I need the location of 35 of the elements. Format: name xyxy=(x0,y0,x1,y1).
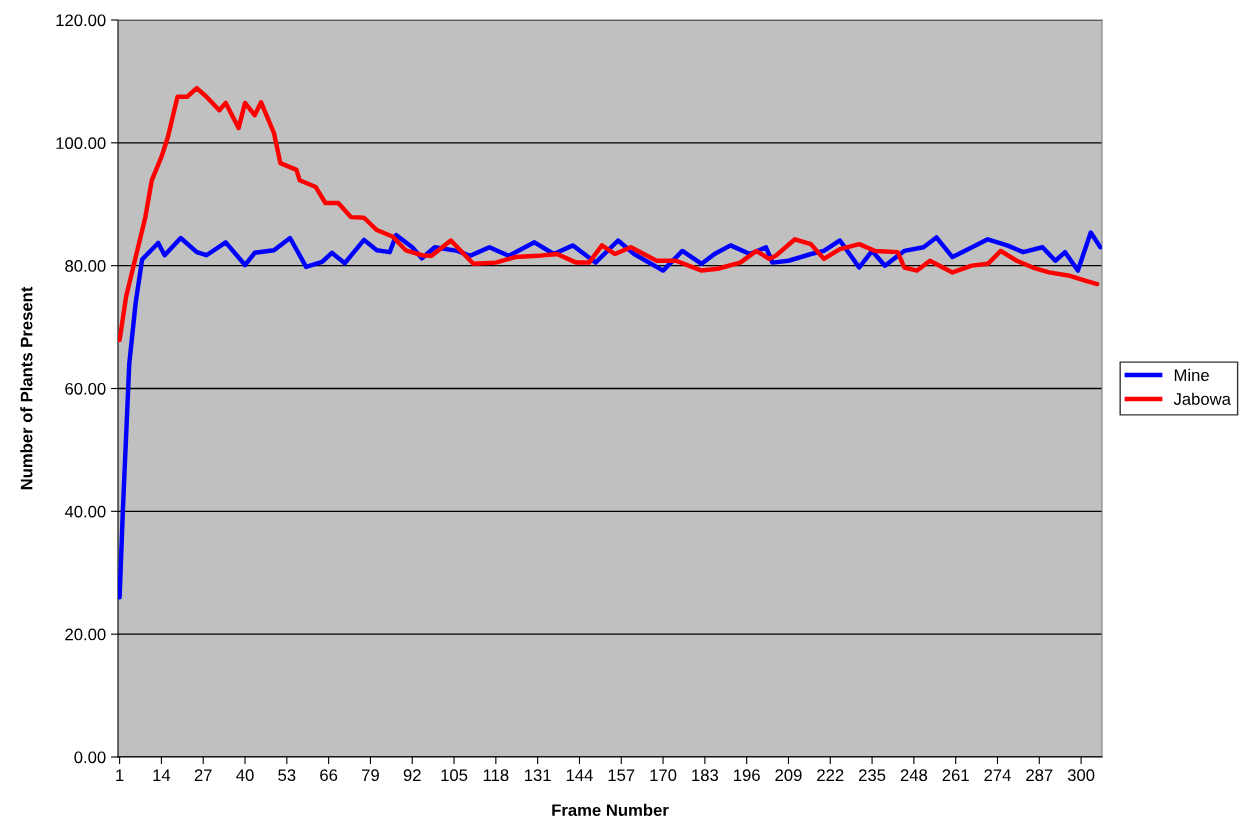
y-tick-label: 80.00 xyxy=(65,260,106,272)
x-tick-label: 79 xyxy=(362,769,379,782)
y-axis-title: Number of Plants Present xyxy=(20,286,33,490)
x-tick-label: 196 xyxy=(734,769,760,782)
x-tick-label: 261 xyxy=(942,769,969,782)
x-tick-label: 92 xyxy=(403,769,421,782)
x-tick-label: 300 xyxy=(1067,769,1095,782)
x-tick-label: 248 xyxy=(900,769,928,782)
legend-label: Jabowa xyxy=(1173,392,1231,405)
x-tick-label: 66 xyxy=(320,769,338,782)
x-tick-label: 183 xyxy=(692,769,719,782)
x-tick-label: 105 xyxy=(441,769,468,782)
x-tick-label: 209 xyxy=(775,769,802,782)
x-tick-label: 274 xyxy=(984,769,1011,781)
y-tick-label: 100.00 xyxy=(56,137,106,150)
x-tick-label: 131 xyxy=(525,769,551,782)
y-tick-label: 40.00 xyxy=(64,505,106,518)
x-tick-label: 14 xyxy=(153,769,171,781)
x-tick-label: 222 xyxy=(817,769,844,781)
x-axis-title: Frame Number xyxy=(552,803,669,817)
x-tick-label: 144 xyxy=(566,769,593,781)
x-tick-label: 118 xyxy=(483,769,509,782)
legend-label: Mine xyxy=(1174,368,1209,382)
x-tick-label: 287 xyxy=(1026,769,1053,782)
x-tick-label: 53 xyxy=(278,769,296,782)
y-tick-label: 120.00 xyxy=(56,14,106,27)
y-tick-label: 20.00 xyxy=(65,628,106,641)
x-tick-label: 157 xyxy=(608,769,635,782)
x-tick-label: 40 xyxy=(236,769,254,782)
x-tick-label: 27 xyxy=(194,769,212,781)
x-tick-label: 235 xyxy=(859,769,886,782)
y-tick-label: 60.00 xyxy=(65,382,106,395)
y-tick-label: 0.00 xyxy=(74,751,106,764)
x-tick-label: 1 xyxy=(116,769,124,781)
x-tick-label: 170 xyxy=(650,769,677,782)
